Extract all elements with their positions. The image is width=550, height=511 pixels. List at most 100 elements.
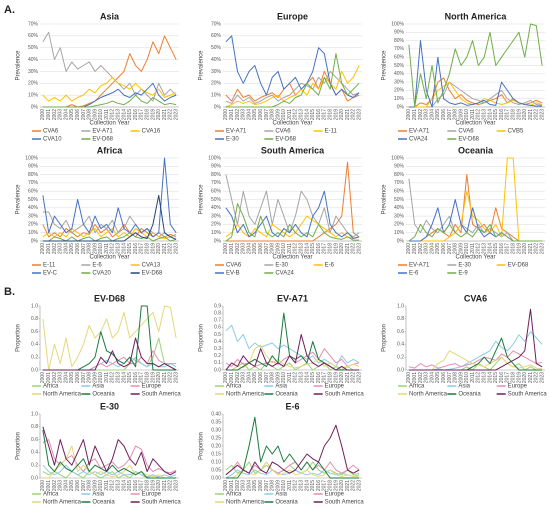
x-tick-label: 2004: [429, 243, 435, 254]
x-tick-label: 2007: [264, 109, 270, 120]
x-tick-label: 2003: [424, 243, 430, 254]
y-tick-label: 50%: [28, 45, 39, 51]
y-tick-label: 90%: [28, 164, 39, 170]
x-tick-label: 2020: [522, 372, 528, 383]
x-tick-label: 2005: [69, 372, 75, 383]
y-tick-label: 40%: [394, 71, 405, 77]
legend-label: CVA20: [92, 271, 111, 277]
x-tick-label: 2008: [87, 480, 93, 491]
legend-label: E-30: [458, 263, 471, 269]
legend-label: CVA16: [142, 129, 161, 135]
legend-label: Europe: [142, 492, 162, 498]
x-tick-label: 2013: [299, 480, 305, 491]
x-tick-label: 2001: [46, 109, 52, 120]
x-tick-label: 2022: [534, 109, 540, 120]
x-tick-label: 2010: [98, 243, 104, 254]
x-tick-label: 2001: [46, 243, 52, 254]
y-tick-label: 1.0: [31, 411, 38, 417]
chart-title: CVA6: [464, 293, 487, 303]
chart-title: E-6: [285, 401, 299, 411]
x-tick-label: 2014: [121, 109, 127, 120]
y-tick-label: 40%: [28, 205, 39, 211]
y-tick-label: 0.8: [31, 424, 38, 430]
x-tick-label: 2003: [424, 372, 430, 383]
y-tick-label: 90%: [394, 30, 405, 36]
x-tick-label: 2006: [441, 109, 447, 120]
y-tick-label: 100%: [391, 155, 404, 161]
y-tick-label: 70%: [394, 180, 405, 186]
x-tick-label: 2018: [327, 109, 333, 120]
legend-label: CVA6: [275, 129, 291, 135]
x-tick-label: 2001: [412, 243, 418, 254]
x-tick-label: 2021: [162, 372, 168, 383]
x-tick-label: 2012: [476, 243, 482, 254]
x-tick-label: 2016: [133, 109, 139, 120]
y-tick-label: 20%: [28, 81, 39, 87]
legend-label: EV-A71: [92, 129, 113, 135]
x-tick-label: 2000: [40, 243, 46, 254]
series-line: [408, 350, 543, 369]
x-tick-label: 2017: [322, 243, 328, 254]
x-tick-label: 2017: [139, 109, 145, 120]
x-tick-label: 2000: [40, 480, 46, 491]
x-tick-label: 2014: [121, 372, 127, 383]
x-axis-label: Collection Year: [272, 255, 312, 261]
x-tick-label: 2003: [241, 372, 247, 383]
x-tick-label: 2020: [339, 243, 345, 254]
legend-label: North America: [226, 392, 265, 398]
y-tick-label: 0.6: [397, 329, 404, 335]
x-tick-label: 2012: [293, 480, 299, 491]
x-tick-label: 2004: [63, 480, 69, 491]
y-tick-label: 60%: [394, 55, 405, 61]
x-tick-label: 2006: [258, 243, 264, 254]
y-tick-label: 0.4: [397, 342, 404, 348]
series-line: [225, 312, 360, 371]
y-tick-label: 0.3: [214, 346, 221, 352]
x-tick-label: 2014: [487, 372, 493, 383]
legend-label: E-30: [275, 263, 288, 269]
x-tick-label: 2015: [493, 109, 499, 120]
x-tick-label: 2015: [127, 243, 133, 254]
x-tick-label: 2014: [121, 480, 127, 491]
x-tick-label: 2023: [173, 372, 179, 383]
legend-label: South America: [142, 500, 182, 506]
x-tick-label: 2018: [510, 372, 516, 383]
x-tick-label: 2002: [52, 480, 58, 491]
x-tick-label: 2023: [356, 109, 362, 120]
y-tick-label: 80%: [394, 172, 405, 178]
x-tick-label: 2001: [229, 372, 235, 383]
x-tick-label: 2020: [339, 480, 345, 491]
legend-label: CVA13: [142, 263, 161, 269]
x-tick-label: 2006: [75, 480, 81, 491]
y-tick-label: 0.2: [31, 463, 38, 469]
series-line: [225, 174, 360, 238]
x-tick-label: 2015: [310, 480, 316, 491]
legend-label: Oceania: [275, 392, 298, 398]
x-tick-label: 2009: [275, 372, 281, 383]
x-tick-label: 2014: [121, 243, 127, 254]
panel-label: B.: [4, 286, 15, 298]
y-tick-label: 0.1: [214, 360, 221, 366]
legend-label: EV-A71: [409, 129, 430, 135]
x-tick-label: 2019: [516, 243, 522, 254]
x-tick-label: 2007: [447, 372, 453, 383]
series-line: [225, 215, 360, 240]
y-tick-label: 0.6: [31, 437, 38, 443]
x-tick-label: 2022: [168, 243, 174, 254]
x-tick-label: 2020: [156, 480, 162, 491]
x-tick-label: 2005: [435, 109, 441, 120]
x-tick-label: 2005: [69, 480, 75, 491]
legend-label: E-6: [325, 263, 335, 269]
x-tick-label: 2004: [246, 480, 252, 491]
x-tick-label: 2003: [58, 243, 64, 254]
x-tick-label: 2003: [58, 372, 64, 383]
x-axis-label: Collection Year: [455, 255, 495, 261]
x-tick-label: 2011: [287, 243, 293, 254]
x-tick-label: 2023: [173, 480, 179, 491]
y-tick-label: 80%: [394, 38, 405, 44]
x-tick-label: 2007: [81, 243, 87, 254]
chart-title: South America: [261, 145, 325, 155]
y-axis-label: Prevalence: [16, 50, 22, 81]
x-tick-label: 2017: [139, 480, 145, 491]
x-tick-label: 2005: [69, 243, 75, 254]
